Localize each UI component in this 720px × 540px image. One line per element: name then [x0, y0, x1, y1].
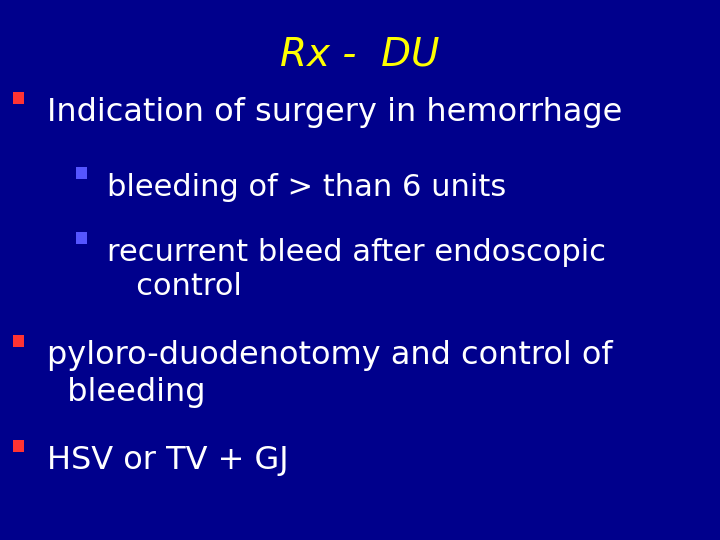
Text: Rx -  DU: Rx - DU — [280, 35, 440, 73]
Text: Indication of surgery in hemorrhage: Indication of surgery in hemorrhage — [47, 97, 622, 128]
Bar — [13, 440, 24, 452]
Text: bleeding of > than 6 units: bleeding of > than 6 units — [107, 173, 506, 202]
Text: recurrent bleed after endoscopic
   control: recurrent bleed after endoscopic control — [107, 238, 606, 301]
Bar — [13, 92, 24, 104]
Bar — [13, 335, 24, 347]
Bar — [76, 232, 87, 244]
Text: HSV or TV + GJ: HSV or TV + GJ — [47, 446, 289, 476]
Bar — [76, 167, 87, 179]
Text: pyloro-duodenotomy and control of
  bleeding: pyloro-duodenotomy and control of bleedi… — [47, 340, 613, 408]
